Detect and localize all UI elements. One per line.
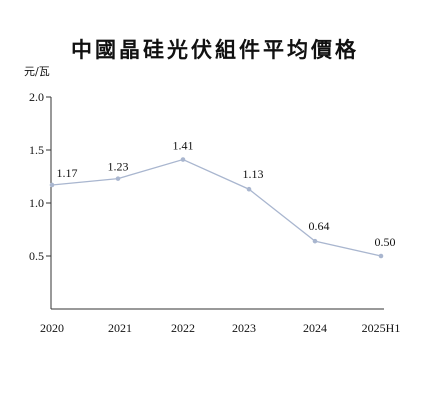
data-point	[312, 238, 318, 244]
data-point	[246, 186, 252, 192]
data-labels: 1.17 1.23 1.41 1.13 0.64 0.50	[57, 139, 396, 249]
chart-title: 中國晶硅光伏組件平均價格	[71, 38, 359, 62]
y-tick-label: 1.5	[29, 143, 44, 157]
data-point	[115, 176, 121, 181]
y-tick-label: 2.0	[29, 90, 44, 104]
y-axis-unit-label: 元/瓦	[24, 65, 50, 78]
x-tick-label: 2022	[171, 321, 195, 335]
x-tick-label: 2024	[303, 321, 327, 335]
x-tick-group: 2020 2021 2022 2023 2024 2025H1	[40, 321, 400, 335]
x-tick-label: 2020	[40, 321, 64, 335]
data-label: 0.50	[375, 235, 396, 249]
data-point	[180, 157, 186, 162]
data-label: 1.23	[108, 160, 129, 174]
y-tick-label: 1.0	[29, 196, 44, 210]
x-tick-label: 2025H1	[362, 321, 401, 335]
y-tick-group: 2.0 1.5 1.0 0.5	[29, 90, 51, 263]
data-label: 1.41	[173, 139, 194, 153]
data-point	[378, 253, 384, 259]
x-tick-label: 2023	[232, 321, 256, 335]
x-tick-label: 2021	[108, 321, 132, 335]
data-label: 0.64	[309, 219, 330, 233]
data-point	[49, 182, 55, 188]
series-line	[51, 158, 382, 257]
data-label: 1.17	[57, 166, 78, 180]
y-tick-label: 0.5	[29, 249, 44, 263]
data-label: 1.13	[243, 167, 264, 181]
data-points	[49, 157, 384, 259]
